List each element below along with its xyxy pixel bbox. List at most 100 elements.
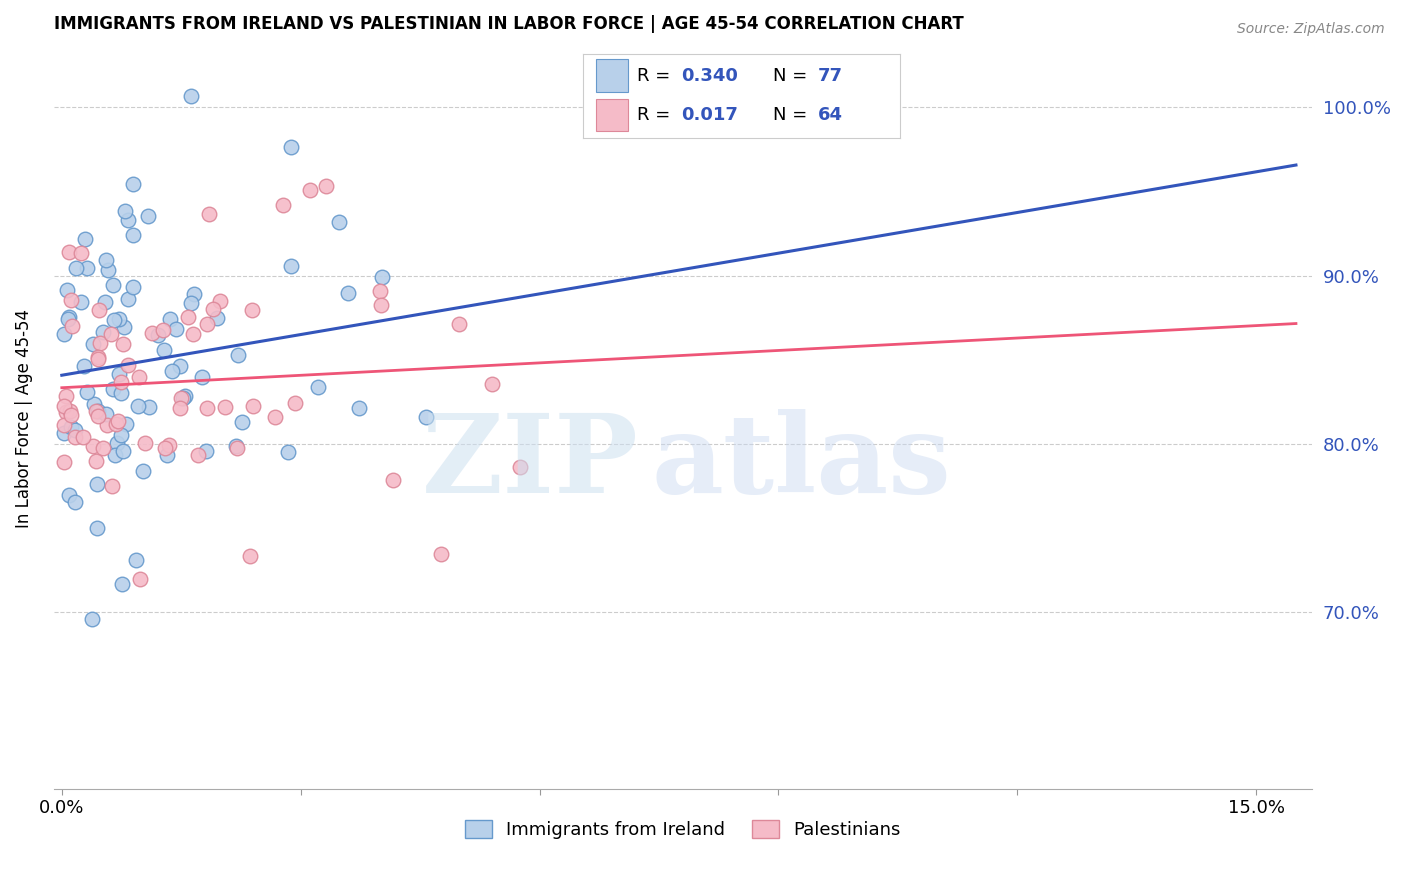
Point bbox=[347, 401, 370, 415]
Point bbox=[110, 428, 132, 442]
Point bbox=[115, 417, 138, 431]
Point bbox=[105, 436, 128, 450]
FancyBboxPatch shape bbox=[596, 60, 627, 92]
Point bbox=[132, 464, 155, 478]
Point bbox=[181, 327, 204, 342]
Point bbox=[59, 293, 82, 307]
Point bbox=[58, 310, 80, 324]
Point bbox=[138, 401, 160, 415]
Point bbox=[53, 326, 76, 341]
Point bbox=[125, 553, 148, 567]
Point bbox=[105, 417, 128, 431]
Text: R =: R = bbox=[637, 106, 676, 124]
Point bbox=[58, 488, 80, 502]
Point bbox=[56, 283, 79, 297]
Point bbox=[94, 295, 117, 310]
Point bbox=[104, 448, 127, 462]
Point bbox=[108, 312, 131, 326]
Point bbox=[447, 317, 470, 331]
Text: N =: N = bbox=[773, 106, 813, 124]
Point bbox=[214, 400, 236, 414]
Point bbox=[96, 252, 118, 267]
Text: R =: R = bbox=[637, 67, 676, 85]
Point bbox=[111, 444, 134, 458]
Point bbox=[382, 473, 405, 487]
Point bbox=[202, 301, 225, 316]
Point bbox=[112, 320, 135, 334]
Point bbox=[169, 359, 191, 374]
Point bbox=[117, 212, 139, 227]
Point bbox=[298, 183, 321, 197]
Point bbox=[172, 391, 194, 405]
Point bbox=[209, 293, 232, 308]
Point bbox=[93, 325, 115, 339]
Point bbox=[53, 455, 76, 469]
Point bbox=[53, 425, 76, 440]
Point bbox=[207, 310, 229, 325]
Point bbox=[198, 207, 221, 221]
Point bbox=[111, 577, 134, 591]
Point bbox=[87, 409, 110, 424]
Point bbox=[165, 321, 187, 335]
Point bbox=[284, 396, 307, 410]
Point bbox=[169, 401, 191, 415]
Point bbox=[86, 521, 108, 535]
Point bbox=[155, 441, 177, 455]
Y-axis label: In Labor Force | Age 45-54: In Labor Force | Age 45-54 bbox=[15, 309, 32, 528]
Point bbox=[121, 177, 143, 191]
Point bbox=[127, 400, 149, 414]
Point bbox=[87, 404, 110, 418]
Point bbox=[183, 287, 205, 301]
Point bbox=[195, 401, 218, 416]
Point bbox=[73, 359, 96, 373]
Point bbox=[60, 318, 83, 333]
Point bbox=[86, 477, 108, 491]
Point bbox=[121, 227, 143, 242]
Point bbox=[280, 140, 302, 154]
Point bbox=[58, 311, 80, 326]
Point bbox=[368, 284, 391, 298]
Point bbox=[277, 445, 299, 459]
Point bbox=[53, 417, 76, 432]
Point bbox=[60, 419, 83, 434]
Point bbox=[240, 303, 263, 318]
Text: N =: N = bbox=[773, 67, 813, 85]
Point bbox=[69, 246, 91, 260]
Point bbox=[83, 397, 105, 411]
Point bbox=[415, 409, 437, 424]
Point bbox=[76, 385, 98, 400]
Text: IMMIGRANTS FROM IRELAND VS PALESTINIAN IN LABOR FORCE | AGE 45-54 CORRELATION CH: IMMIGRANTS FROM IRELAND VS PALESTINIAN I… bbox=[53, 15, 963, 33]
Point bbox=[195, 317, 218, 331]
Point bbox=[100, 327, 122, 342]
Point bbox=[128, 369, 150, 384]
Point bbox=[128, 572, 150, 586]
Point bbox=[264, 409, 287, 424]
Point bbox=[82, 337, 104, 351]
Point bbox=[94, 408, 117, 422]
Text: 0.340: 0.340 bbox=[682, 67, 738, 85]
Point bbox=[58, 244, 80, 259]
Point bbox=[91, 441, 114, 455]
Point bbox=[53, 399, 76, 413]
Point bbox=[82, 440, 104, 454]
Point bbox=[63, 430, 86, 444]
Point bbox=[55, 405, 77, 419]
Point bbox=[337, 286, 360, 301]
Point bbox=[89, 336, 111, 351]
Point bbox=[101, 277, 124, 292]
Point bbox=[117, 358, 139, 372]
Point bbox=[430, 547, 453, 561]
Point bbox=[110, 385, 132, 400]
Point bbox=[108, 368, 131, 382]
Legend: Immigrants from Ireland, Palestinians: Immigrants from Ireland, Palestinians bbox=[457, 813, 908, 847]
Point bbox=[101, 479, 124, 493]
Point bbox=[114, 204, 136, 219]
Point bbox=[86, 352, 108, 367]
Point bbox=[60, 408, 83, 422]
Point bbox=[225, 441, 247, 455]
Point bbox=[170, 391, 193, 405]
Point bbox=[96, 418, 118, 433]
Point bbox=[86, 350, 108, 364]
Point bbox=[280, 260, 302, 274]
Point bbox=[225, 439, 247, 453]
